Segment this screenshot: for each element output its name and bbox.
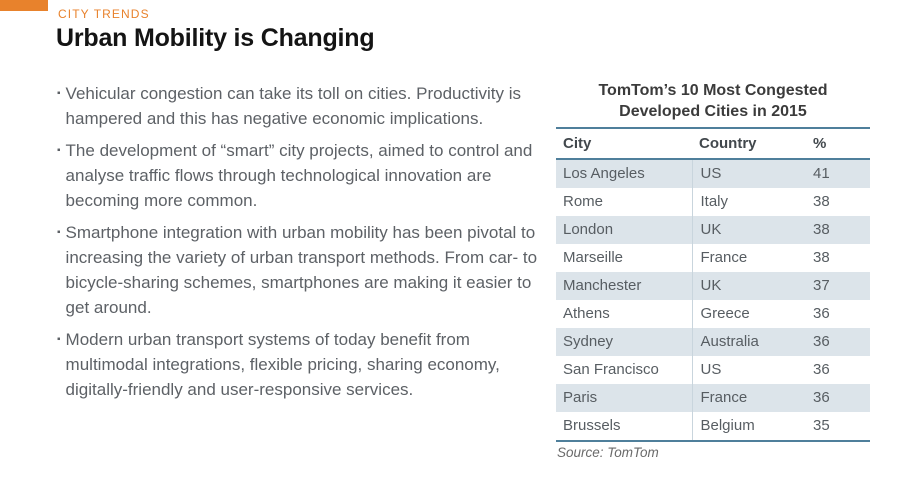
cell-percent: 38 bbox=[800, 216, 870, 244]
bullet-text: The development of “smart” city projects… bbox=[65, 141, 533, 210]
cell-percent: 41 bbox=[800, 159, 870, 188]
table-row: San Francisco US 36 bbox=[556, 356, 870, 384]
cell-percent: 36 bbox=[800, 328, 870, 356]
square-bullet-icon: ▪ bbox=[57, 145, 61, 156]
column-header-city: City bbox=[556, 128, 692, 160]
cell-country: Italy bbox=[691, 188, 800, 216]
category-label: CITY TRENDS bbox=[58, 7, 150, 21]
cell-country: Greece bbox=[691, 300, 800, 328]
table-title-line-1: TomTom’s 10 Most Congested bbox=[598, 82, 828, 99]
square-bullet-icon: ▪ bbox=[57, 88, 61, 99]
table-row: Rome Italy 38 bbox=[556, 188, 870, 216]
cell-city: Athens bbox=[563, 305, 610, 322]
bullet-text: Vehicular congestion can take its toll o… bbox=[65, 84, 521, 128]
cell-city: San Francisco bbox=[563, 361, 659, 378]
table-row: Los Angeles US 41 bbox=[556, 159, 870, 188]
square-bullet-icon: ▪ bbox=[57, 334, 61, 345]
bullet-item: ▪ Modern urban transport systems of today… bbox=[57, 327, 539, 402]
cell-country: US bbox=[691, 356, 800, 384]
table-row: Sydney Australia 36 bbox=[556, 328, 870, 356]
cell-country: UK bbox=[691, 216, 800, 244]
column-header-country: Country bbox=[692, 128, 800, 160]
cell-percent: 38 bbox=[813, 249, 830, 266]
cell-city: Los Angeles bbox=[556, 159, 692, 188]
cell-city: Rome bbox=[563, 193, 604, 210]
cell-percent: 36 bbox=[800, 384, 870, 412]
accent-bar bbox=[0, 0, 48, 11]
bullet-item: ▪ The development of “smart” city project… bbox=[57, 138, 539, 213]
cell-city: Sydney bbox=[556, 328, 692, 356]
table-body: Los Angeles US 41 Rome Italy 38 London UK 38 Mars… bbox=[556, 159, 870, 441]
table-row: Marseille France 38 bbox=[556, 244, 870, 272]
cell-city: Marseille bbox=[563, 249, 624, 266]
congestion-table-panel: TomTom’s 10 Most Congested Developed Cit… bbox=[556, 80, 870, 460]
table-header-row: City Country % bbox=[556, 128, 870, 160]
table-title-line-2: Developed Cities in 2015 bbox=[619, 103, 807, 120]
source-note: Source: TomTom bbox=[557, 445, 659, 460]
cell-city: Paris bbox=[556, 384, 692, 412]
table-row: Paris France 36 bbox=[556, 384, 870, 412]
bullet-list: ▪ Vehicular congestion can take its toll … bbox=[57, 81, 539, 409]
cell-percent: 38 bbox=[813, 193, 830, 210]
cell-city: Manchester bbox=[556, 272, 692, 300]
bullet-text: Smartphone integration with urban mobili… bbox=[65, 223, 538, 317]
cell-country: France bbox=[691, 384, 800, 412]
cell-city: London bbox=[556, 216, 692, 244]
page-title: Urban Mobility is Changing bbox=[56, 24, 375, 52]
table-row: Brussels Belgium 35 bbox=[556, 412, 870, 441]
column-header-percent: % bbox=[800, 128, 870, 160]
bullet-item: ▪ Smartphone integration with urban mobil… bbox=[57, 220, 539, 320]
cell-percent: 37 bbox=[800, 272, 870, 300]
table-title: TomTom’s 10 Most Congested Developed Cit… bbox=[556, 80, 870, 122]
bullet-item: ▪ Vehicular congestion can take its toll … bbox=[57, 81, 539, 131]
cell-city: Brussels bbox=[563, 417, 621, 434]
bullet-text: Modern urban transport systems of today … bbox=[65, 330, 500, 399]
table-row: Athens Greece 36 bbox=[556, 300, 870, 328]
cell-percent: 36 bbox=[813, 361, 830, 378]
cell-percent: 35 bbox=[813, 417, 830, 434]
table-row: Manchester UK 37 bbox=[556, 272, 870, 300]
cell-country: US bbox=[691, 159, 800, 188]
cell-country: France bbox=[691, 244, 800, 272]
congestion-table: City Country % Los Angeles US 41 Rome Italy 3… bbox=[556, 127, 870, 442]
cell-country: Australia bbox=[691, 328, 800, 356]
square-bullet-icon: ▪ bbox=[57, 227, 61, 238]
table-row: London UK 38 bbox=[556, 216, 870, 244]
cell-country: UK bbox=[691, 272, 800, 300]
cell-country: Belgium bbox=[691, 412, 800, 441]
cell-percent: 36 bbox=[813, 305, 830, 322]
